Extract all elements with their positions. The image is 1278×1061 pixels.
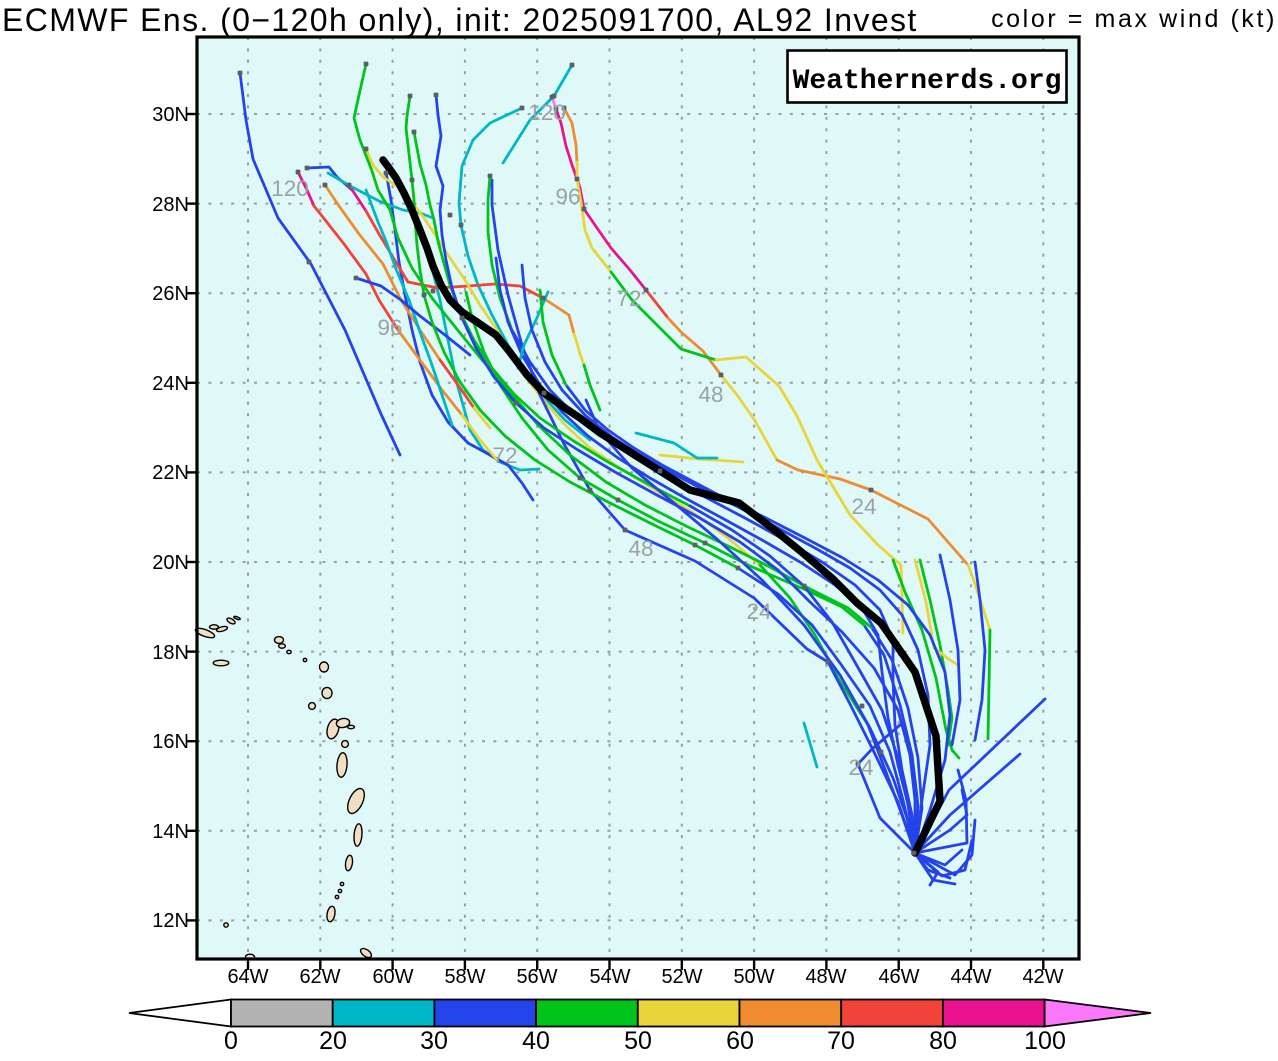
svg-text:48: 48 — [628, 536, 653, 561]
svg-text:80: 80 — [929, 1027, 957, 1055]
svg-text:120: 120 — [528, 100, 566, 125]
svg-text:16N: 16N — [152, 731, 189, 753]
svg-text:50W: 50W — [733, 966, 774, 988]
svg-text:24: 24 — [851, 494, 876, 519]
svg-text:54W: 54W — [589, 966, 630, 988]
svg-text:18N: 18N — [152, 642, 189, 664]
svg-text:24: 24 — [746, 599, 771, 624]
svg-text:48: 48 — [698, 382, 723, 407]
svg-text:42W: 42W — [1022, 966, 1063, 988]
svg-text:120: 120 — [271, 176, 309, 201]
svg-text:30: 30 — [420, 1027, 448, 1055]
svg-text:20N: 20N — [152, 552, 189, 574]
svg-text:72: 72 — [492, 443, 517, 468]
svg-text:56W: 56W — [516, 966, 557, 988]
svg-text:96: 96 — [555, 184, 580, 209]
svg-text:12N: 12N — [152, 910, 189, 932]
svg-text:22N: 22N — [152, 462, 189, 484]
svg-text:44W: 44W — [950, 966, 991, 988]
svg-text:30N: 30N — [152, 104, 189, 126]
svg-text:50: 50 — [624, 1027, 652, 1055]
svg-text:46W: 46W — [878, 966, 919, 988]
svg-text:96: 96 — [377, 315, 402, 340]
svg-text:Weathernerds.org: Weathernerds.org — [793, 66, 1062, 97]
svg-text:14N: 14N — [152, 821, 189, 843]
svg-text:40: 40 — [522, 1027, 550, 1055]
svg-text:60: 60 — [726, 1027, 754, 1055]
svg-text:color = max wind (kt): color = max wind (kt) — [991, 5, 1277, 33]
svg-text:0: 0 — [224, 1027, 238, 1055]
svg-text:28N: 28N — [152, 194, 189, 216]
svg-text:60W: 60W — [372, 966, 413, 988]
svg-text:62W: 62W — [299, 966, 340, 988]
svg-text:52W: 52W — [661, 966, 702, 988]
svg-text:26N: 26N — [152, 283, 189, 305]
svg-text:20: 20 — [319, 1027, 347, 1055]
svg-text:48W: 48W — [805, 966, 846, 988]
svg-text:100: 100 — [1024, 1027, 1066, 1055]
svg-text:72: 72 — [616, 286, 641, 311]
svg-text:58W: 58W — [444, 966, 485, 988]
svg-text:64W: 64W — [227, 966, 268, 988]
svg-text:ECMWF Ens. (0−120h only), init: ECMWF Ens. (0−120h only), init: 20250917… — [2, 2, 918, 38]
svg-text:24N: 24N — [152, 373, 189, 395]
svg-text:24: 24 — [848, 755, 873, 780]
svg-text:70: 70 — [827, 1027, 855, 1055]
